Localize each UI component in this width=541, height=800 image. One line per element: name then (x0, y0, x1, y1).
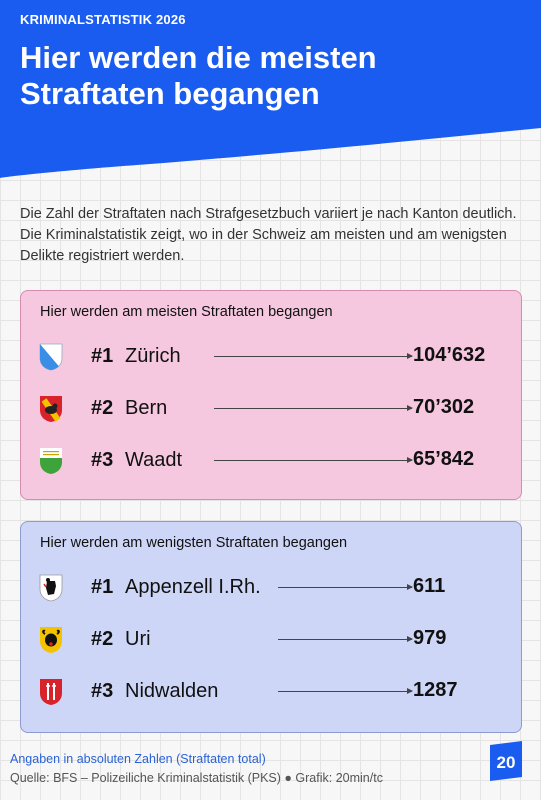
footer-source: Quelle: BFS – Polizeiliche Kriminalstati… (10, 771, 383, 785)
ranking-row-most-3: #3 Waadt 65’842 (21, 441, 521, 481)
20-minuten-logo-icon: 20 (490, 741, 522, 781)
logo-text: 20 (497, 753, 516, 772)
canton-name: Appenzell I.Rh. (125, 576, 261, 599)
intro-text: Die Zahl der Straftaten nach Strafgesetz… (20, 204, 520, 267)
vaud-crest-icon (39, 447, 63, 475)
most-crimes-panel: Hier werden am meisten Straftaten begang… (20, 290, 522, 500)
canton-name: Bern (125, 397, 167, 420)
kicker-label: KRIMINALSTATISTIK 2026 (20, 12, 186, 27)
title-line-1: Hier werden die meisten (20, 40, 530, 76)
crime-count: 979 (413, 627, 446, 650)
crime-count: 1287 (413, 679, 458, 702)
rank-label: #2 (91, 628, 113, 651)
rank-label: #2 (91, 397, 113, 420)
page-title: Hier werden die meisten Straftaten began… (20, 40, 530, 112)
appenzell-crest-icon (39, 574, 63, 602)
crime-count: 104’632 (413, 344, 485, 367)
arrow-icon (214, 356, 412, 357)
canton-name: Nidwalden (125, 680, 218, 703)
arrow-icon (214, 460, 412, 461)
title-line-2: Straftaten begangen (20, 76, 530, 112)
header-banner: KRIMINALSTATISTIK 2026 Hier werden die m… (0, 0, 541, 180)
ranking-row-least-1: #1 Appenzell I.Rh. 611 (21, 568, 521, 608)
crime-count: 70’302 (413, 396, 474, 419)
least-panel-title: Hier werden am wenigsten Straftaten bega… (40, 535, 347, 551)
bern-crest-icon (39, 395, 63, 423)
rank-label: #3 (91, 449, 113, 472)
canton-name: Zürich (125, 345, 181, 368)
uri-crest-icon (39, 626, 63, 654)
canton-name: Waadt (125, 449, 182, 472)
most-panel-title: Hier werden am meisten Straftaten begang… (40, 304, 333, 320)
arrow-icon (278, 691, 412, 692)
ranking-row-most-2: #2 Bern 70’302 (21, 389, 521, 429)
ranking-row-most-1: #1 Zürich 104’632 (21, 337, 521, 377)
canton-name: Uri (125, 628, 151, 651)
crime-count: 611 (413, 575, 445, 598)
rank-label: #3 (91, 680, 113, 703)
zurich-crest-icon (39, 343, 63, 371)
arrow-icon (278, 639, 412, 640)
arrow-icon (278, 587, 412, 588)
footer-note: Angaben in absoluten Zahlen (Straftaten … (10, 752, 266, 766)
crime-count: 65’842 (413, 448, 474, 471)
least-crimes-panel: Hier werden am wenigsten Straftaten bega… (20, 521, 522, 733)
ranking-row-least-3: #3 Nidwalden 1287 (21, 672, 521, 712)
ranking-row-least-2: #2 Uri 979 (21, 620, 521, 660)
nidwalden-crest-icon (39, 678, 63, 706)
rank-label: #1 (91, 576, 113, 599)
rank-label: #1 (91, 345, 113, 368)
arrow-icon (214, 408, 412, 409)
